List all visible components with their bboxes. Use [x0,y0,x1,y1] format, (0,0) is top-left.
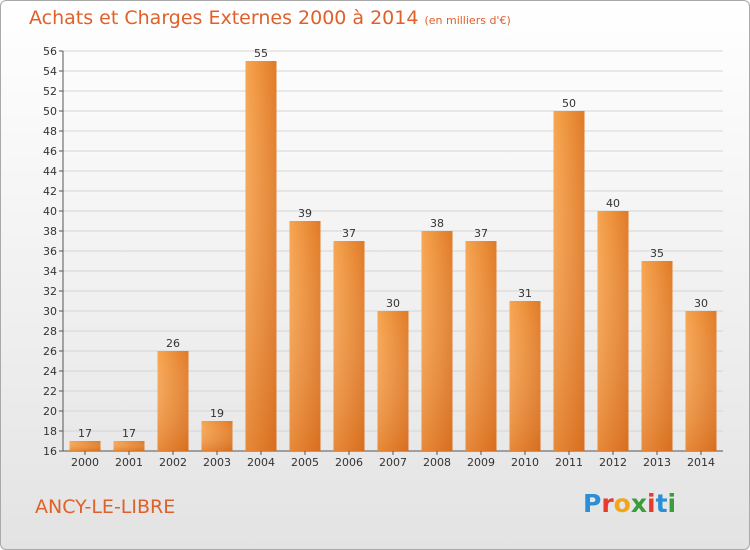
data-label: 35 [650,247,664,260]
chart-title-text: Achats et Charges Externes 2000 à 2014 [29,7,419,29]
y-tick-label: 56 [43,45,57,58]
y-tick-label: 24 [43,365,57,378]
y-tick-label: 16 [43,445,57,458]
x-tick-label: 2007 [379,456,407,469]
bar-shade [377,311,409,451]
data-label: 55 [254,47,268,60]
brand-letter: t [655,489,668,518]
data-label: 17 [78,427,92,440]
data-label: 37 [342,227,356,240]
bar-shade [289,221,321,451]
y-tick-label: 54 [43,65,57,78]
brand-letter: x [630,489,647,518]
y-tick-label: 38 [43,225,57,238]
y-tick-label: 48 [43,125,57,138]
bar-shade [685,311,717,451]
bar-shade [465,241,497,451]
bar-shade [113,441,145,451]
bar-shade [641,261,673,451]
x-tick-label: 2008 [423,456,451,469]
data-label: 39 [298,207,312,220]
data-label: 37 [474,227,488,240]
x-tick-label: 2009 [467,456,495,469]
data-label: 50 [562,97,576,110]
data-label: 17 [122,427,136,440]
x-tick-label: 2003 [203,456,231,469]
brand-letter: i [647,489,656,518]
bar-shade [597,211,629,451]
y-tick-label: 28 [43,325,57,338]
bar-shade [245,61,277,451]
x-tick-label: 2002 [159,456,187,469]
y-tick-label: 30 [43,305,57,318]
brand-letter: o [613,489,631,518]
x-tick-label: 2011 [555,456,583,469]
y-tick-label: 20 [43,405,57,418]
chart-title: Achats et Charges Externes 2000 à 2014 (e… [29,7,511,29]
bar-shade [69,441,101,451]
x-tick-label: 2012 [599,456,627,469]
bar-shade [509,301,541,451]
data-label: 30 [386,297,400,310]
bar-shade [201,421,233,451]
y-tick-label: 42 [43,185,57,198]
bar-shade [157,351,189,451]
y-tick-label: 36 [43,245,57,258]
y-tick-label: 32 [43,285,57,298]
y-tick-label: 44 [43,165,57,178]
bar-shade [421,231,453,451]
x-tick-label: 2001 [115,456,143,469]
bar-shade [553,111,585,451]
brand-letter: i [667,489,677,518]
place-name: ANCY-LE-LIBRE [35,496,176,518]
data-label: 19 [210,407,224,420]
y-tick-label: 46 [43,145,57,158]
y-tick-label: 50 [43,105,57,118]
brand-logo: Proxiti [583,489,676,518]
data-label: 40 [606,197,620,210]
x-tick-label: 2004 [247,456,275,469]
x-tick-label: 2000 [71,456,99,469]
chart-subtitle: (en milliers d'€) [424,14,511,27]
y-tick-label: 22 [43,385,57,398]
y-tick-label: 52 [43,85,57,98]
y-tick-label: 34 [43,265,57,278]
x-tick-label: 2014 [687,456,715,469]
bar-shade [333,241,365,451]
x-tick-label: 2010 [511,456,539,469]
x-tick-label: 2006 [335,456,363,469]
brand-letter: P [583,489,602,518]
data-label: 26 [166,337,180,350]
data-label: 30 [694,297,708,310]
y-tick-label: 26 [43,345,57,358]
data-label: 38 [430,217,444,230]
y-tick-label: 40 [43,205,57,218]
x-tick-label: 2005 [291,456,319,469]
brand-letter: r [601,489,614,518]
x-tick-label: 2013 [643,456,671,469]
y-tick-label: 18 [43,425,57,438]
data-label: 31 [518,287,532,300]
